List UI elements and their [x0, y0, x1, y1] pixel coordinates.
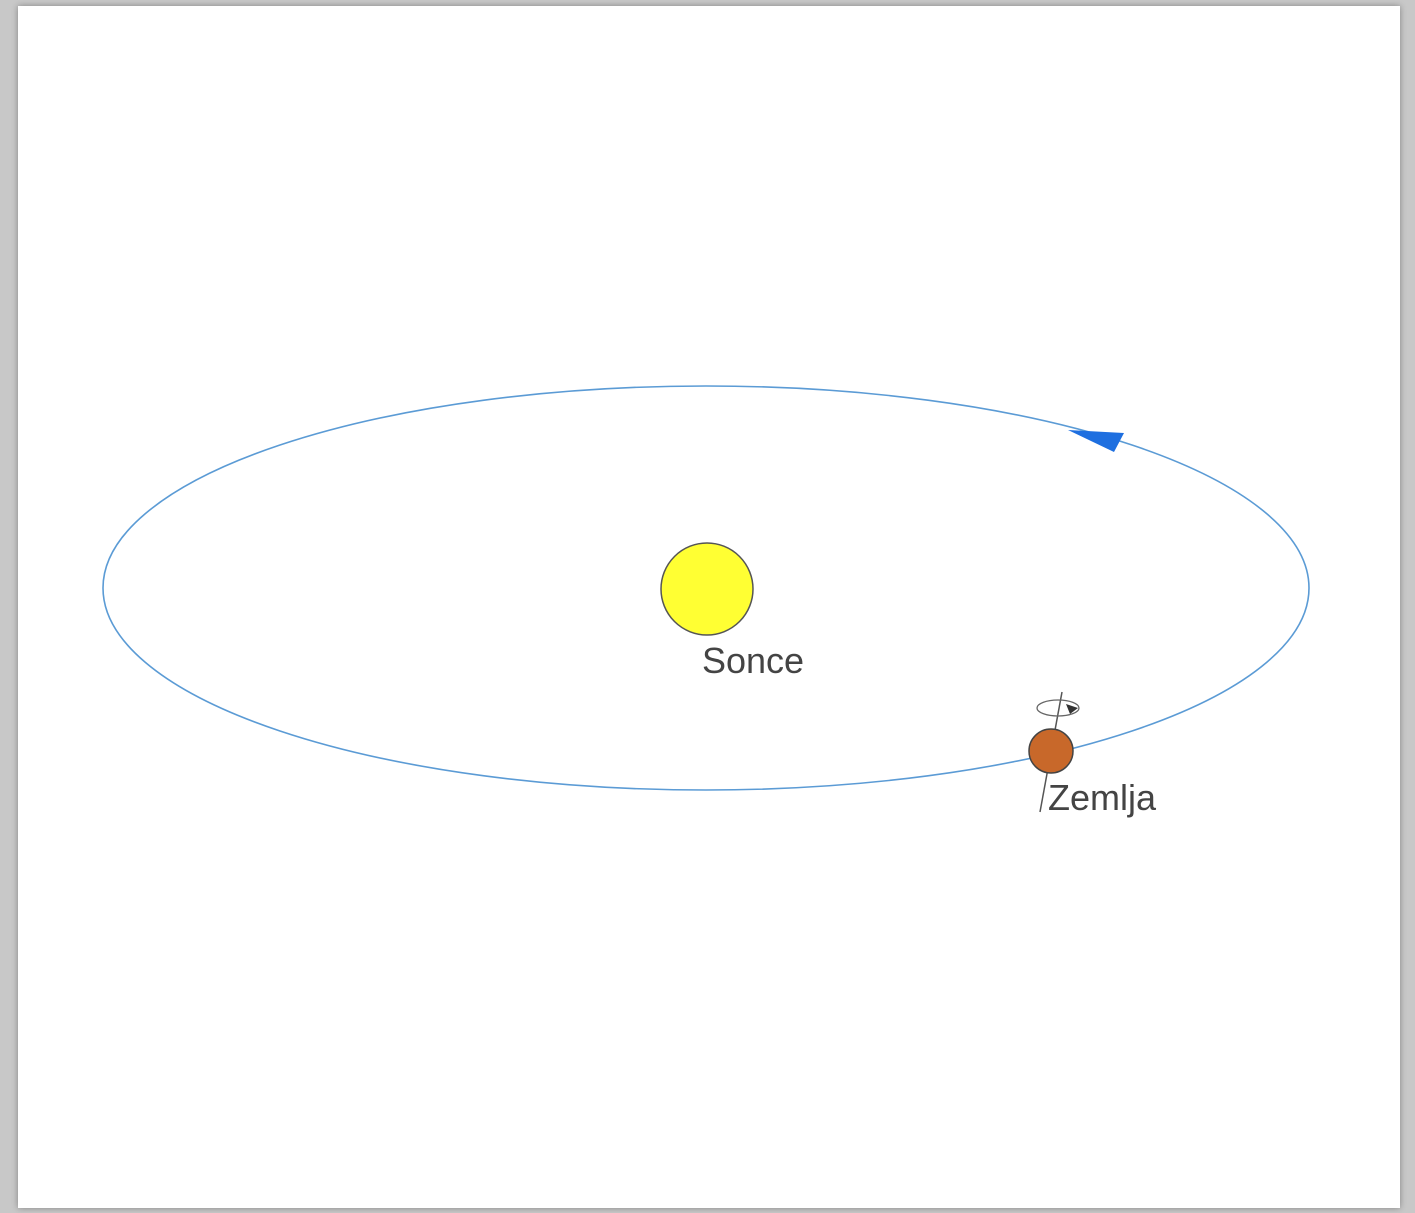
earth: [1029, 729, 1073, 773]
diagram: Sonce Zemlja: [18, 6, 1400, 1208]
page: Sonce Zemlja (() => { const data = JSON.…: [0, 0, 1415, 1208]
slide: Sonce Zemlja: [18, 6, 1400, 1208]
sun-label: Sonce: [702, 640, 804, 681]
orbit-arrow: [1068, 430, 1124, 452]
sun: [661, 543, 753, 635]
earth-label: Zemlja: [1048, 777, 1157, 818]
